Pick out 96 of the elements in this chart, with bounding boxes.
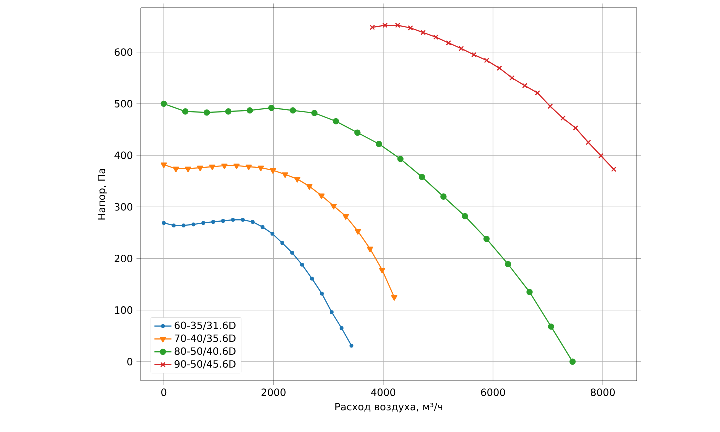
point xyxy=(382,22,388,28)
point xyxy=(350,344,354,348)
point xyxy=(306,184,313,190)
point xyxy=(342,214,350,220)
y-tick-label: 400 xyxy=(114,152,133,160)
point xyxy=(270,232,275,236)
x-tick-label: 4000 xyxy=(371,388,396,396)
y-tick-label: 500 xyxy=(114,100,133,108)
point xyxy=(472,52,477,58)
point xyxy=(462,213,468,220)
point xyxy=(484,58,490,64)
point xyxy=(433,34,439,40)
point xyxy=(548,104,554,110)
point xyxy=(573,126,578,131)
legend-label: 60-35/31.6D xyxy=(174,322,236,330)
point xyxy=(231,218,236,222)
point xyxy=(560,116,566,122)
point xyxy=(202,221,206,226)
legend-label: 80-50/40.6D xyxy=(174,348,236,356)
point xyxy=(586,140,592,146)
x-tick-label: 2000 xyxy=(262,388,286,396)
point xyxy=(440,194,447,200)
point xyxy=(510,75,515,81)
point xyxy=(258,166,264,172)
point xyxy=(398,156,404,162)
point xyxy=(526,289,533,296)
point xyxy=(354,130,361,136)
point xyxy=(290,251,294,255)
point xyxy=(222,164,228,170)
legend-label: 70-40/35.6D xyxy=(175,334,236,344)
point xyxy=(300,262,304,267)
point xyxy=(395,22,401,28)
point xyxy=(173,166,180,172)
y-axis-title: Напор, Па xyxy=(98,169,108,220)
point xyxy=(354,229,362,235)
point xyxy=(318,194,325,200)
point xyxy=(420,30,426,36)
point xyxy=(234,164,240,170)
y-tick-label: 100 xyxy=(115,306,133,314)
point xyxy=(391,295,398,301)
point xyxy=(160,100,168,108)
point xyxy=(458,46,464,52)
x-axis-title: Расход воздуха, м³/ч xyxy=(336,403,442,413)
point xyxy=(484,236,490,242)
point xyxy=(250,220,255,224)
y-tick-label: 300 xyxy=(114,203,133,211)
point xyxy=(282,172,288,178)
point xyxy=(246,108,254,114)
point xyxy=(446,40,452,46)
point xyxy=(246,164,252,170)
point xyxy=(320,292,324,296)
point xyxy=(340,326,344,330)
point xyxy=(367,246,374,252)
point xyxy=(496,66,502,72)
point xyxy=(535,90,540,96)
point xyxy=(221,219,226,224)
y-tick-label: 200 xyxy=(114,254,133,262)
point xyxy=(310,276,314,281)
point xyxy=(330,310,334,314)
point xyxy=(330,204,338,210)
point xyxy=(209,164,216,170)
point xyxy=(172,224,176,228)
y-tick-label: 600 xyxy=(114,48,133,56)
point xyxy=(268,104,275,112)
point xyxy=(312,110,318,116)
point xyxy=(379,268,386,274)
point xyxy=(505,261,512,268)
y-tick-label: 0 xyxy=(128,358,133,366)
point xyxy=(376,141,382,148)
point xyxy=(598,153,604,159)
x-tick-label: 8000 xyxy=(590,388,616,396)
point xyxy=(192,222,196,227)
x-tick-label: 6000 xyxy=(481,388,506,396)
point xyxy=(570,358,576,366)
point xyxy=(522,83,528,89)
point xyxy=(197,166,204,172)
point xyxy=(294,177,301,183)
point xyxy=(280,241,285,246)
point xyxy=(290,108,296,114)
point xyxy=(162,221,166,226)
legend-label: 90-50/45.6D xyxy=(174,360,236,369)
point xyxy=(548,324,554,330)
point xyxy=(419,174,426,180)
point xyxy=(211,220,216,224)
point xyxy=(225,108,232,115)
point xyxy=(241,218,246,222)
point xyxy=(160,162,168,168)
point xyxy=(182,108,189,115)
point xyxy=(182,224,186,228)
point xyxy=(408,25,414,31)
point xyxy=(333,118,340,125)
point xyxy=(204,110,210,116)
point xyxy=(270,168,276,174)
point xyxy=(185,166,192,172)
x-tick-label: 0 xyxy=(162,388,167,396)
point xyxy=(260,225,265,230)
